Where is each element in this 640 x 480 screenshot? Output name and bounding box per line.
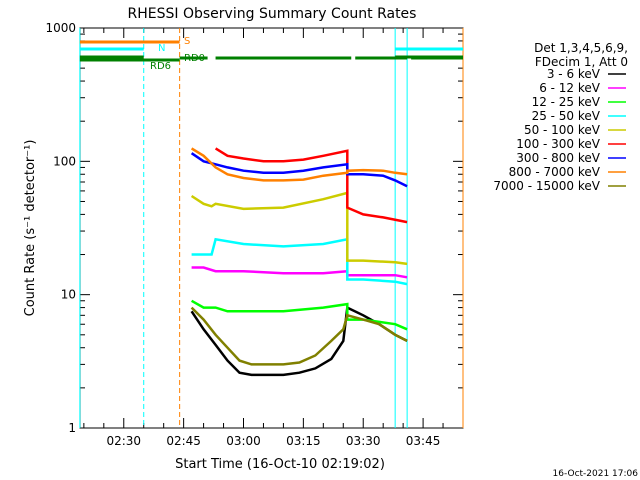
y-tick-label: 10 [61,288,76,302]
y-tick-label: 1 [68,421,76,435]
series-line [191,266,408,279]
legend-entry-label: 12 - 25 keV [532,95,601,109]
legend-entry-label: 100 - 300 keV [516,137,600,151]
flag-bar-label: RD6 [150,61,171,72]
series-group [190,147,408,377]
legend-header: Det 1,3,4,5,6,9, [534,41,628,55]
legend: Det 1,3,4,5,6,9,FDecim 1, Att 03 - 6 keV… [493,41,628,193]
y-axis-title: Count Rate (s⁻¹ detector⁻¹) [23,140,38,317]
y-tick-label: 100 [53,154,76,168]
flag-bar-label: S [184,36,190,47]
series-line [190,306,408,366]
legend-entry-label: 300 - 800 keV [516,151,600,165]
y-tick-label: 1000 [45,21,76,35]
series-line [191,237,408,286]
x-axis-title: Start Time (16-Oct-10 02:19:02) [175,457,385,472]
chart-title: RHESSI Observing Summary Count Rates [128,6,417,22]
legend-header: FDecim 1, Att 0 [535,55,628,69]
plot-area: 1 10 100 1000 02:30 02:45 03:00 03:15 03:30 03:45… [45,21,464,448]
legend-entry-label: 7000 - 15000 keV [493,179,600,193]
series-line [190,305,408,377]
footer-date: 16-Oct-2021 17:06 [553,469,639,479]
series-line [190,152,408,188]
legend-entry-label: 800 - 7000 keV [509,165,601,179]
legend-entry-label: 25 - 50 keV [532,109,601,123]
legend-entry-label: 6 - 12 keV [539,81,601,95]
series-line [190,147,408,182]
legend-entry-label: 3 - 6 keV [547,67,601,81]
x-tick-label: 03:45 [406,434,441,448]
series-line [190,299,408,331]
x-tick-label: 03:15 [286,434,321,448]
x-tick-label: 03:00 [226,434,261,448]
x-tick-label: 03:30 [346,434,381,448]
series-line [214,147,408,224]
x-tick-label: 02:30 [106,434,141,448]
plot-frame [79,27,464,429]
flag-bar-label: N [158,43,165,54]
flag-bar-label: RD0 [184,53,205,64]
legend-entry-label: 50 - 100 keV [524,123,601,137]
series-line [190,191,408,266]
x-tick-label: 02:45 [166,434,201,448]
